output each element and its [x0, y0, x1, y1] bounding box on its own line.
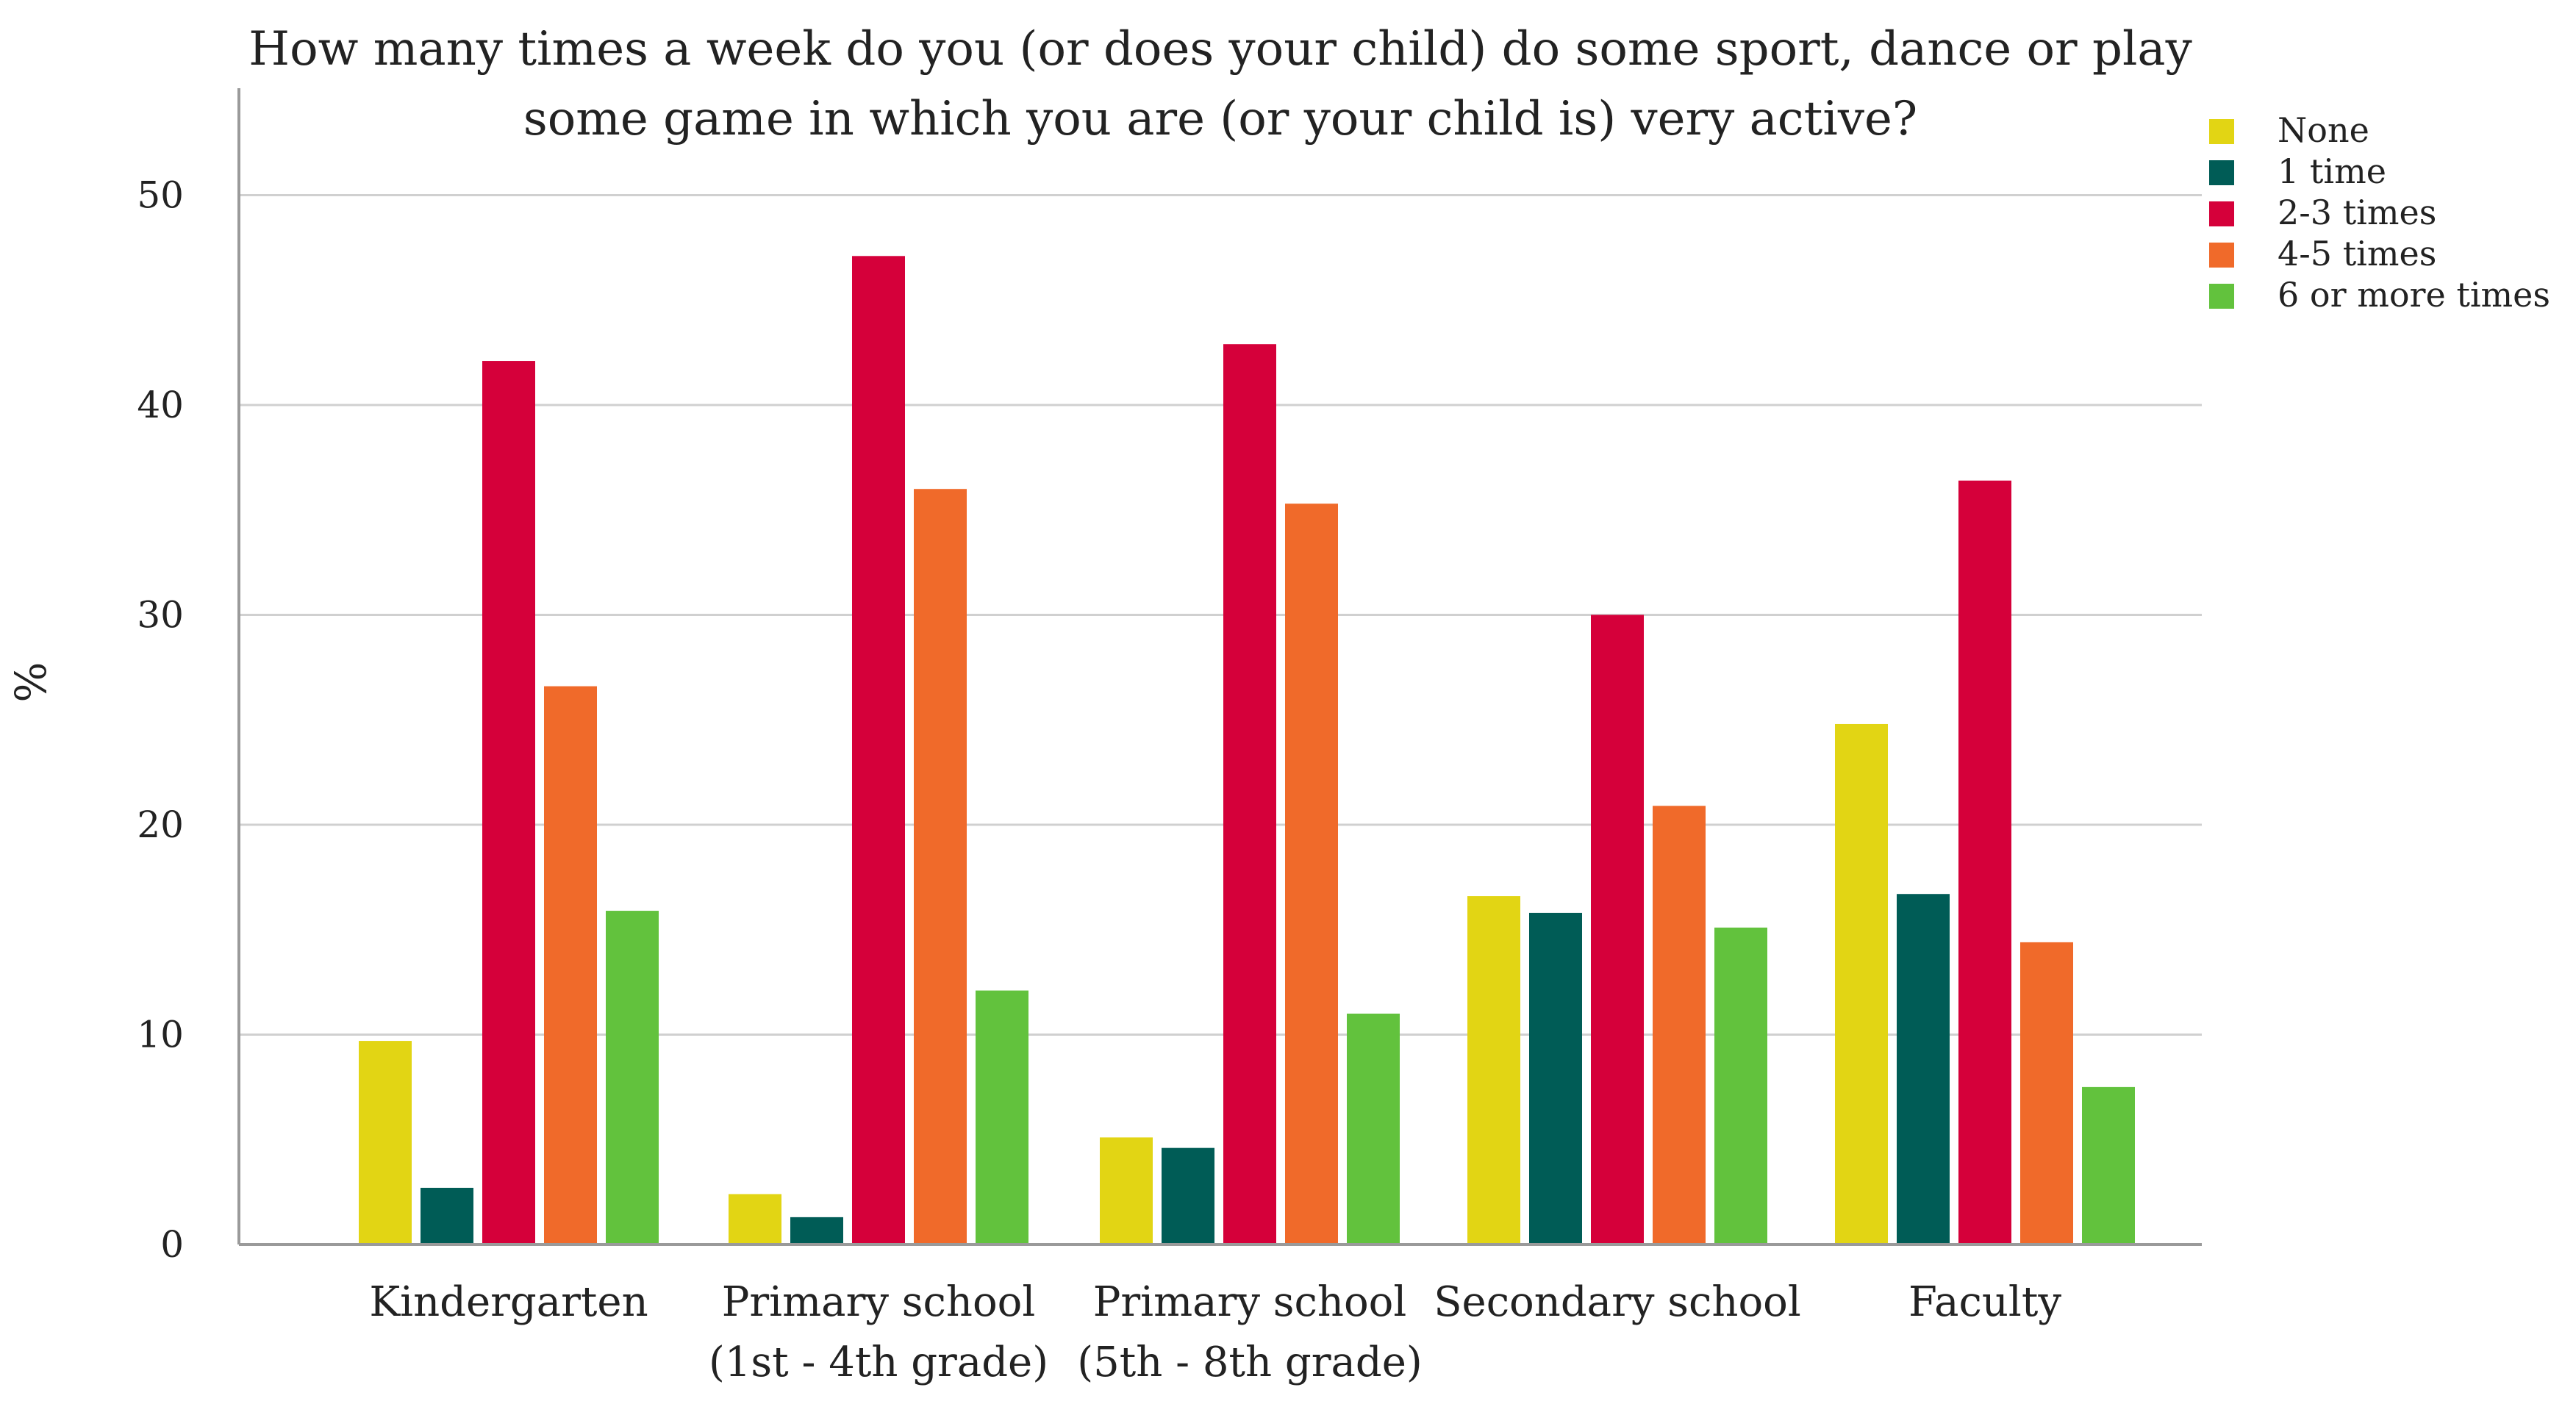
legend-swatch	[2209, 284, 2234, 309]
legend-swatch	[2209, 243, 2234, 268]
bar-4-5-times	[2020, 942, 2073, 1244]
y-tick-label: 40	[137, 384, 184, 426]
bar-2-3-times	[1223, 344, 1276, 1245]
bar-2-3-times	[1591, 615, 1644, 1244]
bar-6-or-more-times	[606, 911, 659, 1244]
bar-none	[729, 1194, 781, 1244]
bar-none	[359, 1041, 412, 1244]
bar-4-5-times	[1653, 806, 1706, 1244]
bar-1-time	[1162, 1147, 1214, 1244]
y-axis-label-group: %	[6, 662, 56, 702]
axes: 0 10 20 30 40 50 Kindergarten Primary school (1s…	[137, 88, 2202, 1386]
bar-1-time	[1529, 912, 1582, 1244]
y-tick-label: 20	[137, 803, 184, 846]
bar-2-3-times	[852, 256, 905, 1244]
legend-label: 1 time	[2278, 151, 2386, 191]
y-tick-label: 10	[137, 1014, 184, 1056]
legend-label: 4-5 times	[2278, 234, 2436, 273]
bar-1-time	[1897, 894, 1950, 1244]
bar-2-3-times	[1958, 480, 2011, 1244]
x-tick-label: Faculty	[1908, 1278, 2061, 1326]
chart-title-line: How many times a week do you (or does yo…	[248, 22, 2192, 76]
chart-title-line: some game in which you are (or your chil…	[523, 92, 1917, 146]
bar-none	[1467, 896, 1520, 1244]
legend-label: 6 or more times	[2278, 275, 2550, 315]
bar-4-5-times	[544, 686, 597, 1244]
bar-4-5-times	[914, 489, 967, 1245]
bar-6-or-more-times	[1714, 927, 1767, 1244]
y-axis-label: %	[6, 662, 56, 702]
bar-none	[1835, 723, 1888, 1244]
bar-4-5-times	[1285, 504, 1338, 1244]
x-tick-label: (5th - 8th grade)	[1077, 1339, 1422, 1386]
bar-6-or-more-times	[1347, 1013, 1400, 1244]
bar-1-time	[421, 1187, 473, 1244]
y-tick-label: 50	[137, 174, 184, 217]
x-tick-label: (1st - 4th grade)	[709, 1339, 1048, 1386]
bar-6-or-more-times	[2082, 1086, 2135, 1244]
legend-label: 2-3 times	[2278, 193, 2436, 232]
x-tick-label: Kindergarten	[369, 1278, 648, 1326]
bar-1-time	[790, 1217, 843, 1244]
bar-2-3-times	[482, 361, 535, 1244]
x-tick-label: Primary school	[1093, 1278, 1407, 1326]
x-tick-label: Primary school	[722, 1278, 1036, 1326]
legend-swatch	[2209, 119, 2234, 144]
y-tick-label: 0	[160, 1223, 184, 1266]
x-tick-label: Secondary school	[1434, 1278, 1801, 1326]
legend-swatch	[2209, 201, 2234, 226]
chart-title: How many times a week do you (or does yo…	[248, 22, 2192, 146]
bar-none	[1100, 1137, 1153, 1244]
bars	[359, 256, 2135, 1245]
bar-6-or-more-times	[976, 990, 1028, 1244]
legend-swatch	[2209, 160, 2234, 185]
y-tick-label: 30	[137, 594, 184, 637]
legend-label: None	[2278, 110, 2369, 150]
